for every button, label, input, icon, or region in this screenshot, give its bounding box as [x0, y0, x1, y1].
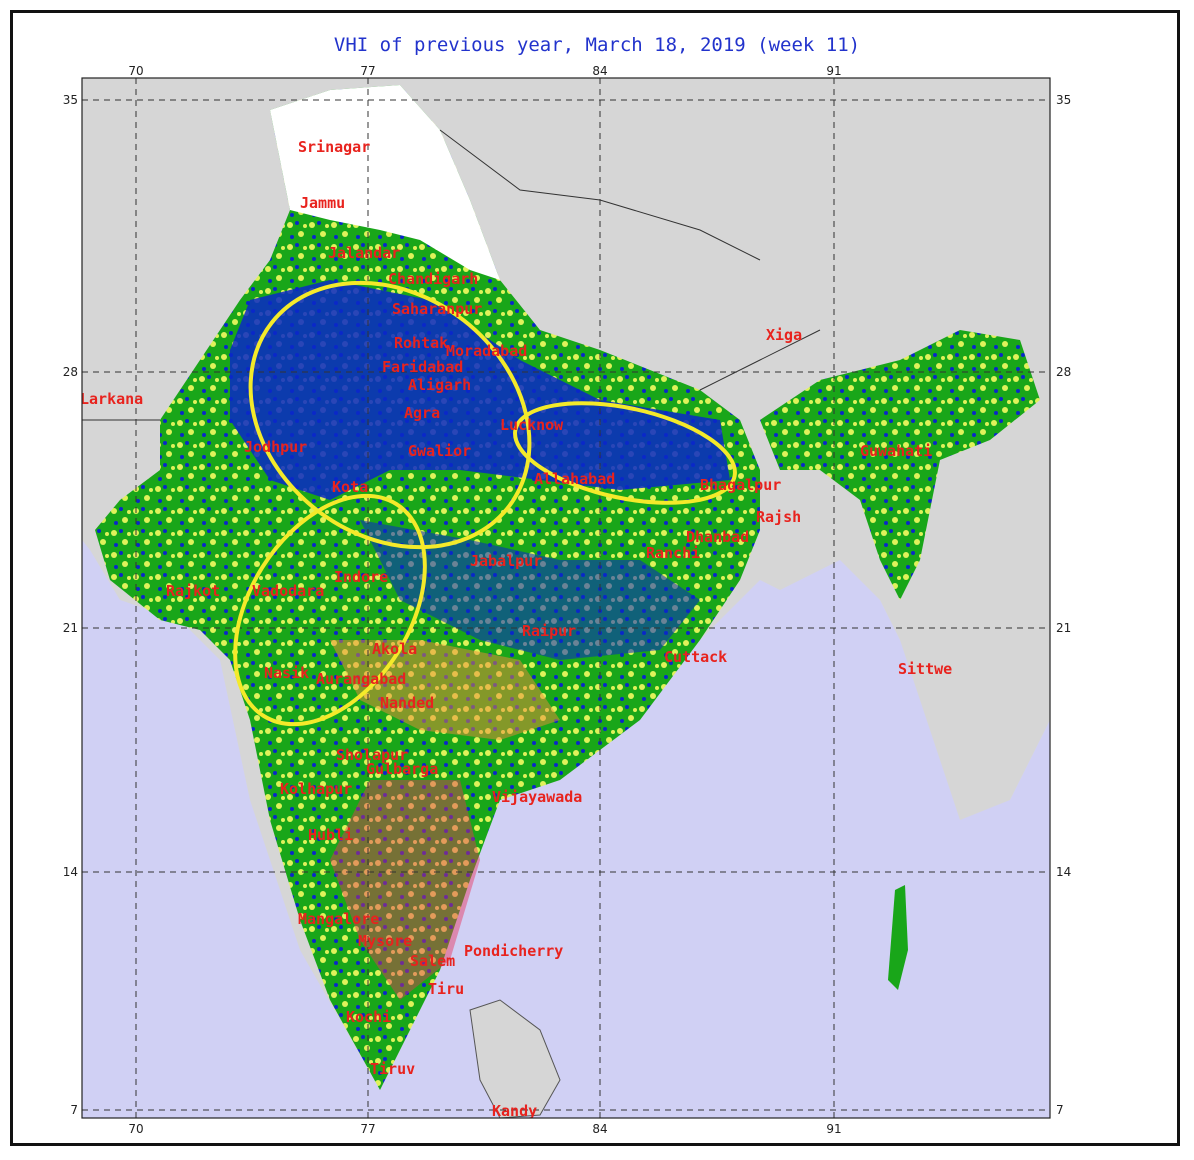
city-label: Dhanbad: [686, 528, 749, 546]
city-label: Nasik: [264, 664, 309, 682]
lon-tick-top: 70: [128, 64, 143, 78]
city-label: Xiga: [766, 326, 802, 344]
lat-tick-left: 14: [63, 865, 78, 879]
city-label: Indore: [334, 568, 388, 586]
lat-tick-right: 28: [1056, 365, 1071, 379]
snow-area: [270, 85, 500, 280]
city-label: Saharanpur: [392, 300, 482, 318]
city-label: Moradabad: [446, 342, 527, 360]
city-label: Hubli: [308, 826, 353, 844]
city-label: Akola: [372, 640, 417, 658]
northeast-vhi-region: [760, 330, 1040, 600]
city-label: Guwahati: [860, 442, 932, 460]
city-label: Tiruv: [370, 1060, 415, 1078]
lon-tick-bottom: 84: [592, 1122, 607, 1136]
high-vhi-central: [360, 520, 700, 660]
city-label: Lucknow: [500, 416, 564, 434]
lat-tick-right: 35: [1056, 93, 1071, 107]
city-label: Rajsh: [756, 508, 801, 526]
city-label: Ranchi: [646, 544, 700, 562]
lat-tick-right: 14: [1056, 865, 1071, 879]
city-label: Jammu: [300, 194, 345, 212]
highlight-ellipses: [233, 280, 737, 727]
lat-tick-right: 7: [1056, 1103, 1064, 1117]
plot-area: Srinagar Jammu Jalandar Chandigarh Sahar…: [80, 78, 1050, 1120]
lon-tick-bottom: 77: [360, 1122, 375, 1136]
city-label: Srinagar: [298, 138, 370, 156]
lon-tick-top: 77: [360, 64, 375, 78]
city-label: Jodhpur: [244, 438, 307, 456]
city-label: Pondicherry: [464, 942, 563, 960]
ellipse-northwest: [248, 280, 532, 550]
city-label: Gwalior: [408, 442, 471, 460]
city-label: Allahabad: [534, 470, 615, 488]
lat-tick-left: 35: [63, 93, 78, 107]
city-label: Bhagalpur: [700, 476, 781, 494]
lon-tick-bottom: 70: [128, 1122, 143, 1136]
lat-tick-left: 28: [63, 365, 78, 379]
city-label: Aurangabad: [316, 670, 406, 688]
city-label: Kochi: [346, 1008, 391, 1026]
city-label: Chandigarh: [388, 270, 478, 288]
city-label: Rajkot: [166, 582, 220, 600]
city-label: Vijayawada: [492, 788, 582, 806]
city-labels: Srinagar Jammu Jalandar Chandigarh Sahar…: [80, 138, 952, 1120]
city-label: Kolhapur: [280, 780, 352, 798]
city-label: Jalandar: [328, 244, 400, 262]
city-label: Larkana: [80, 390, 143, 408]
city-label: Mysore: [358, 932, 412, 950]
ellipse-west-central: [233, 493, 427, 727]
plot-border: [81, 77, 1051, 1119]
axis-ticks: 70 77 84 91 70 77 84 91 35 28 21 14 7 35…: [63, 64, 1072, 1136]
stress-south: [330, 780, 480, 1000]
city-label: Nanded: [380, 694, 434, 712]
city-label: Sholapur: [336, 746, 408, 764]
high-vhi-north: [230, 280, 730, 500]
city-label: Mangalore: [298, 910, 379, 928]
city-label: Gulbarga: [366, 760, 438, 778]
city-label: Vadodara: [252, 582, 324, 600]
city-label: Agra: [404, 404, 440, 422]
city-label: Faridabad: [382, 358, 463, 376]
city-label: Kota: [332, 478, 368, 496]
city-label: Rohtak: [394, 334, 448, 352]
lat-tick-right: 21: [1056, 621, 1071, 635]
city-label: Jabalpur: [470, 552, 542, 570]
city-label: Sittwe: [898, 660, 952, 678]
lon-tick-top: 84: [592, 64, 607, 78]
graticule: [82, 78, 1050, 1118]
map-title: VHI of previous year, March 18, 2019 (we…: [333, 34, 861, 56]
ellipse-gangetic: [513, 401, 737, 505]
city-label: Kandy: [492, 1102, 537, 1120]
lon-tick-top: 91: [826, 64, 841, 78]
lat-tick-left: 21: [63, 621, 78, 635]
andaman-islands: [888, 885, 908, 990]
city-label: Cuttack: [664, 648, 727, 666]
lon-tick-bottom: 91: [826, 1122, 841, 1136]
city-label: Tiru: [428, 980, 464, 998]
city-label: Raipur: [522, 622, 576, 640]
city-label: Salem: [410, 952, 455, 970]
city-label: Aligarh: [408, 376, 471, 394]
lat-tick-left: 7: [70, 1103, 78, 1117]
sri-lanka: [469, 999, 561, 1118]
